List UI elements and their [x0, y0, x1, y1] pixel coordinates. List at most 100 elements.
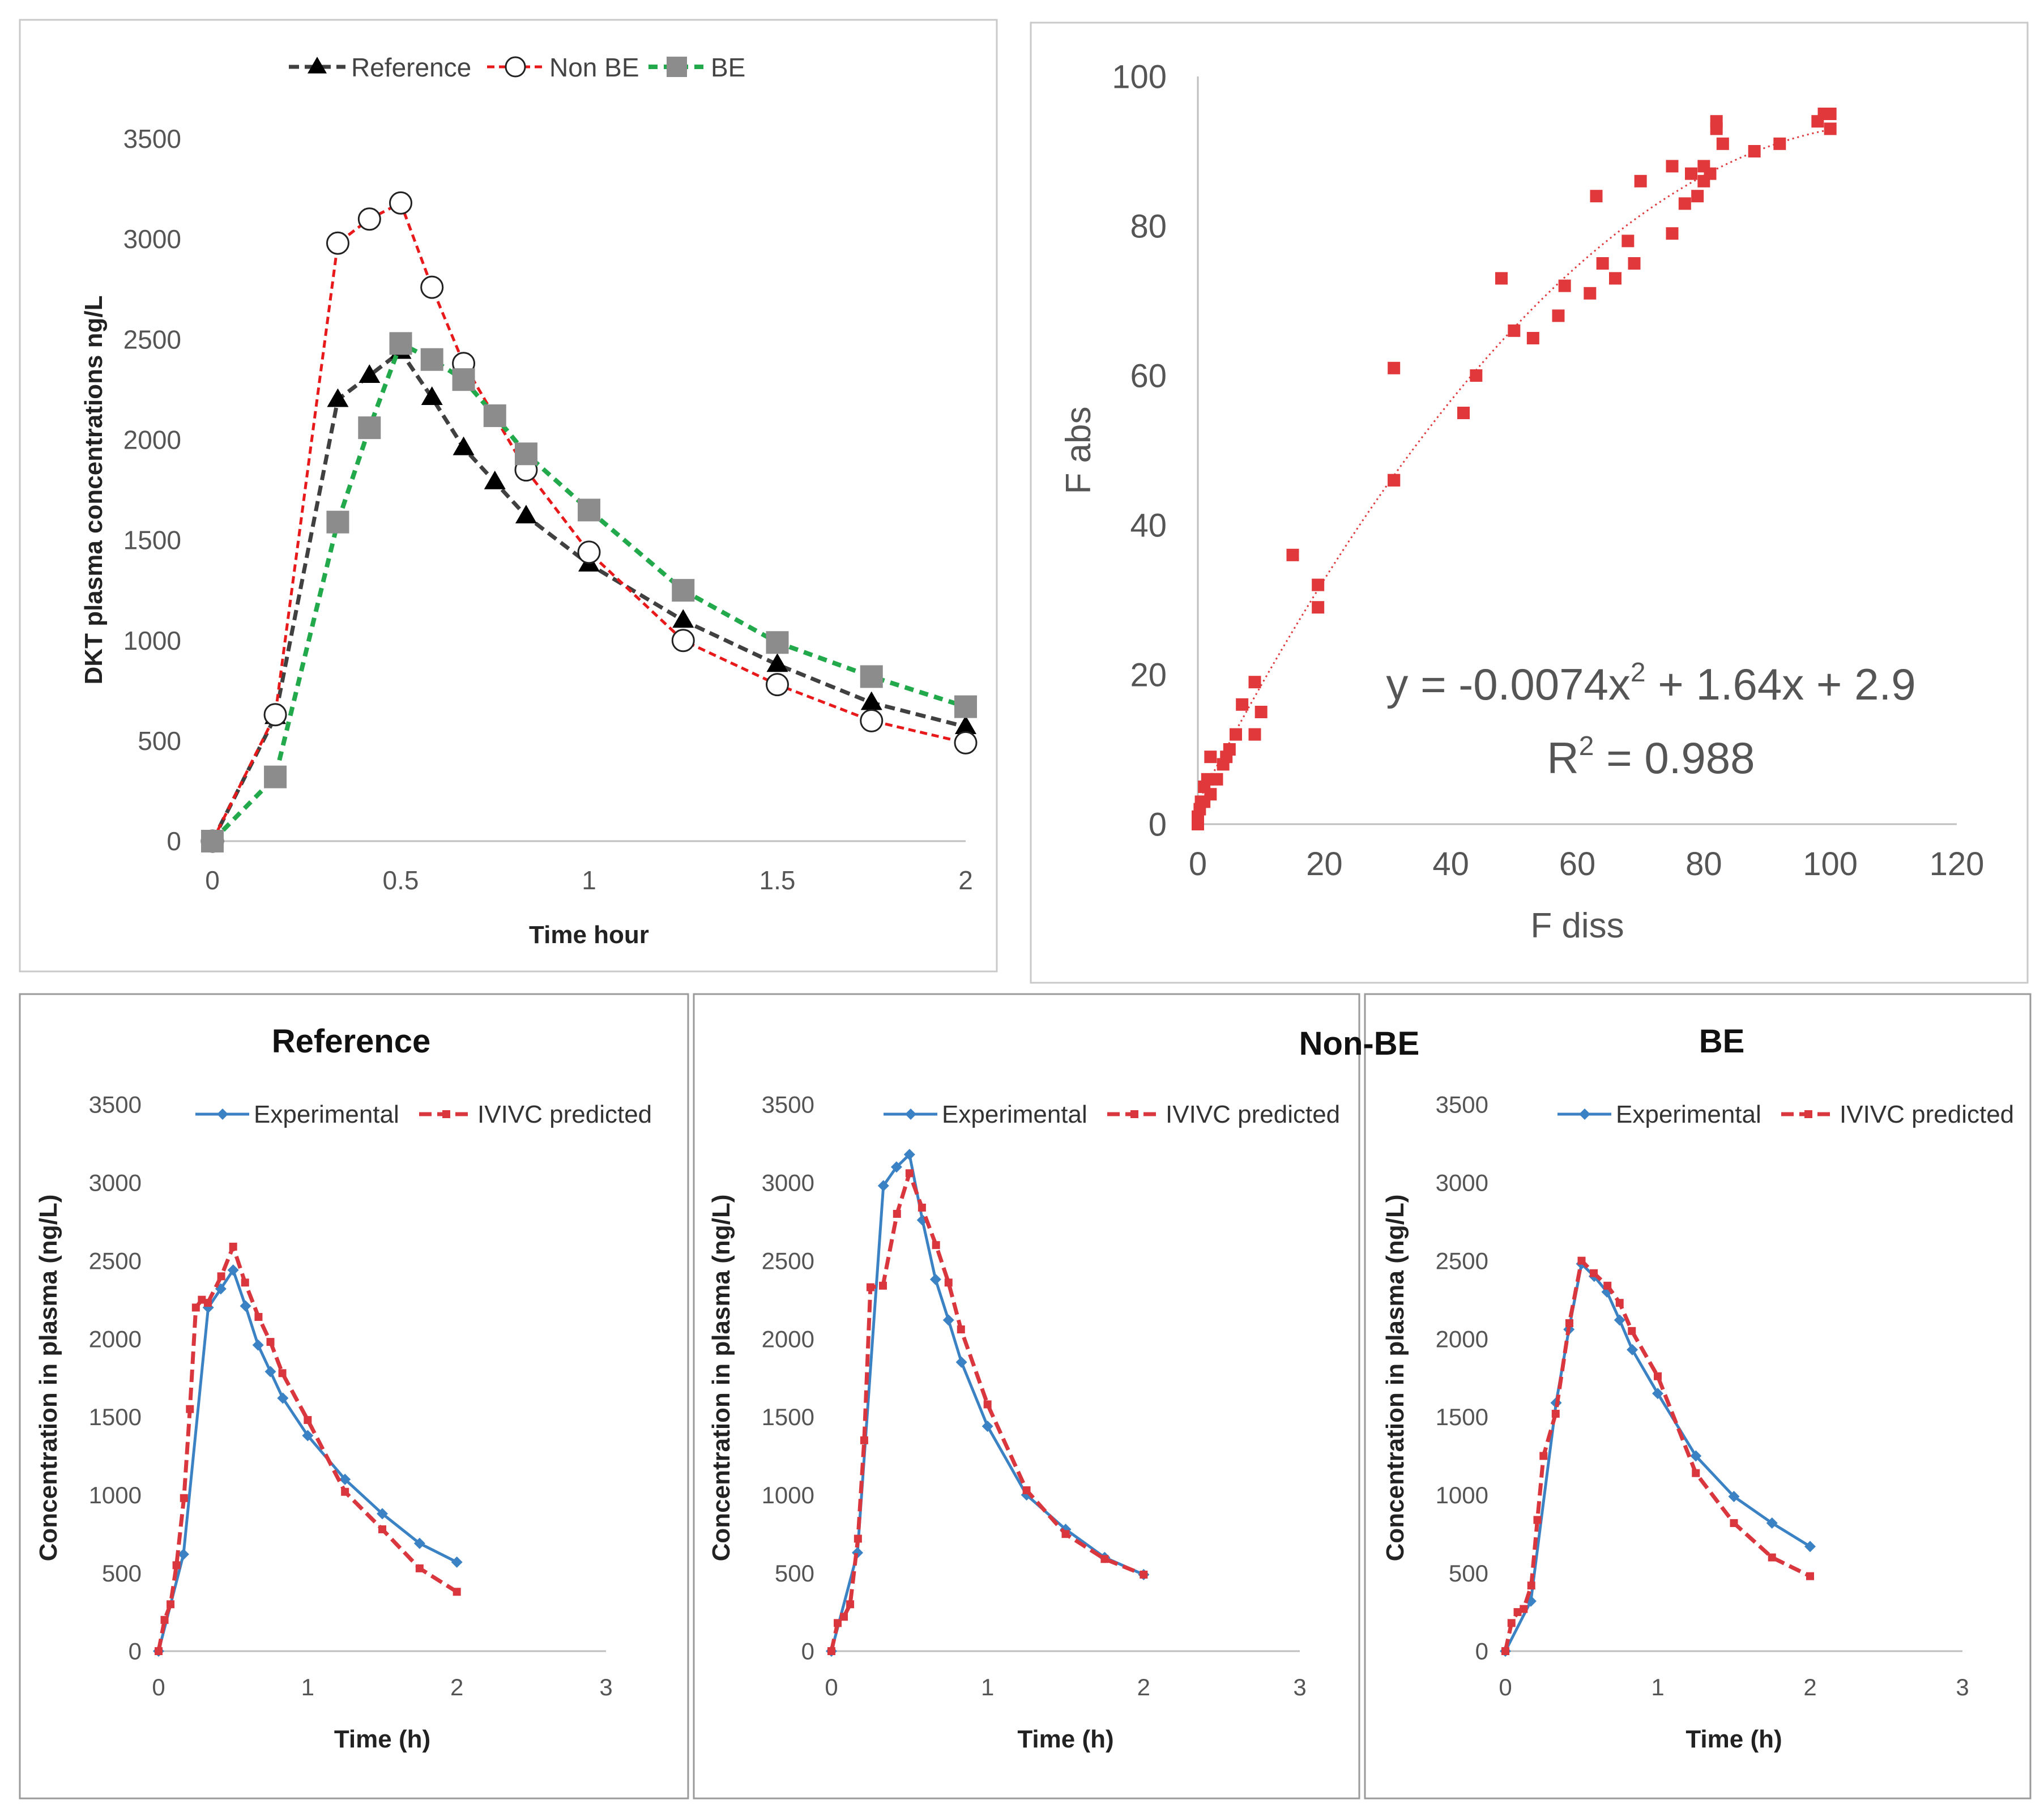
y-tick-label: 3500	[89, 1092, 142, 1118]
scatter-point	[1508, 324, 1521, 337]
series-line	[156, 1244, 458, 1652]
y-axis-title: F abs	[1059, 406, 1098, 494]
legend-label: BE	[711, 53, 745, 82]
y-tick-label: 0	[1149, 806, 1167, 843]
legend-item: Non BE	[487, 53, 639, 82]
data-point-square	[905, 1169, 914, 1178]
data-point-diamond	[227, 1264, 239, 1276]
x-tick-label: 0	[1189, 846, 1207, 882]
data-point-triangle	[955, 715, 976, 735]
y-tick-label: 3000	[89, 1170, 142, 1196]
legend-marker	[1804, 1110, 1812, 1118]
legend-item: IVIVC predicted	[419, 1101, 652, 1128]
data-point-square	[229, 1242, 237, 1251]
data-point-square	[415, 1564, 424, 1572]
x-tick-label: 60	[1559, 846, 1596, 882]
x-tick-label: 1	[1651, 1674, 1664, 1700]
data-point-square	[860, 1436, 868, 1444]
data-point-diamond	[903, 1149, 915, 1161]
y-tick-label: 500	[138, 726, 181, 756]
data-point-square	[893, 1210, 901, 1218]
scatter-point	[1634, 174, 1647, 187]
x-tick-label: 0.5	[383, 866, 419, 895]
data-point-square	[203, 1299, 212, 1307]
data-point-square	[389, 332, 412, 355]
legend: Experimental IVIVC predicted	[884, 1101, 1340, 1128]
y-tick-label: 1500	[89, 1404, 142, 1430]
data-point-diamond	[1804, 1541, 1816, 1553]
data-point-square	[201, 830, 224, 852]
x-tick-label: 2	[1137, 1674, 1150, 1700]
data-point-square	[167, 1600, 175, 1609]
y-tick-label: 60	[1130, 357, 1167, 394]
chart-title: BE	[1699, 1023, 1745, 1060]
y-tick-label: 0	[167, 826, 181, 856]
x-axis-title: Time (h)	[1685, 1725, 1782, 1753]
data-point-square	[846, 1600, 855, 1609]
data-point-square	[155, 1647, 163, 1655]
data-point-square	[264, 765, 287, 788]
data-point-circle	[860, 709, 884, 732]
x-tick-label: 0	[1499, 1674, 1512, 1700]
scatter-point	[1678, 197, 1691, 210]
scatter-point	[1824, 108, 1837, 120]
x-axis-title: F diss	[1530, 906, 1624, 945]
scatter-point	[1236, 698, 1249, 711]
scatter-point	[1628, 257, 1641, 270]
data-point-square	[254, 1312, 263, 1321]
legend-marker	[905, 1108, 916, 1120]
data-point-square	[1551, 1409, 1560, 1418]
data-point-circle	[766, 673, 789, 697]
chart-pk-profiles: 0 0.5 1 1.5 2 0 500 1000 1500 2000 2500 3000 3500 Tim…	[80, 53, 978, 949]
scatter-point	[1558, 279, 1571, 292]
data-point-square	[180, 1494, 188, 1502]
scatter-point	[1210, 773, 1223, 786]
scatter-point	[1710, 122, 1723, 135]
y-tick-label: 80	[1130, 208, 1167, 245]
y-tick-label: 0	[801, 1638, 814, 1665]
data-point-diamond	[1728, 1491, 1740, 1503]
legend-marker	[505, 56, 526, 78]
data-point-diamond	[413, 1537, 425, 1549]
legend-label: Experimental	[254, 1101, 399, 1128]
legend-marker	[217, 1108, 228, 1120]
data-point-diamond	[451, 1556, 463, 1568]
scatter-point	[1248, 676, 1261, 689]
data-point-square	[453, 1588, 461, 1596]
series-ivivc-predicted	[827, 1169, 1148, 1655]
scatter-point	[1388, 361, 1401, 374]
x-tick-label: 1.5	[759, 866, 796, 895]
series-ivivc-predicted	[1501, 1256, 1814, 1655]
y-tick-label: 0	[1475, 1638, 1488, 1665]
data-point-diamond	[955, 1356, 967, 1368]
data-point-square	[932, 1241, 940, 1250]
data-point-diamond	[942, 1314, 954, 1326]
x-tick-label: 0	[205, 866, 220, 895]
scatter-point	[1254, 706, 1268, 718]
data-point-circle	[420, 275, 444, 299]
data-point-square	[1501, 1647, 1509, 1655]
data-point-diamond	[177, 1549, 189, 1561]
y-tick-label: 100	[1112, 58, 1167, 95]
panel-frame-reference	[19, 993, 689, 1800]
series-be	[201, 332, 977, 852]
data-point-square	[1730, 1519, 1738, 1527]
scatter-point	[1716, 137, 1729, 150]
data-point-diamond	[1766, 1517, 1778, 1529]
data-point-square	[1513, 1608, 1522, 1617]
scatter-point	[1685, 167, 1697, 180]
data-point-square	[266, 1338, 275, 1346]
data-point-square	[944, 1278, 953, 1287]
y-tick-label: 2000	[762, 1325, 814, 1352]
scatter-point	[1230, 728, 1242, 741]
data-point-square	[672, 579, 695, 602]
scatter-point	[1704, 167, 1717, 180]
data-point-square	[1577, 1256, 1586, 1265]
x-tick-label: 2	[450, 1674, 463, 1700]
data-point-square	[1603, 1281, 1612, 1290]
y-axis-title: Concentration in plasma (ng/L)	[35, 1195, 62, 1562]
data-point-square	[160, 1615, 169, 1624]
y-tick-label: 0	[129, 1638, 142, 1665]
series-line	[157, 1268, 458, 1652]
